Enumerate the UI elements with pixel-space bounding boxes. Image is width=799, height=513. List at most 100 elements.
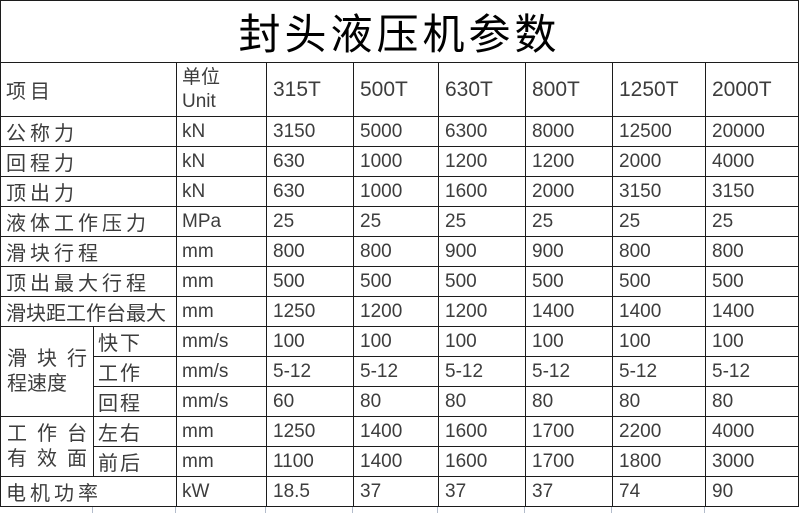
value-cell: 80 xyxy=(438,386,526,417)
value-cell: 1250 xyxy=(266,296,354,327)
unit-cell: mm xyxy=(176,446,267,477)
value-cell: 630 xyxy=(266,146,354,177)
value-cell: 500 xyxy=(353,266,439,297)
unit-cell: kN xyxy=(176,176,267,207)
value-cell: 5-12 xyxy=(525,356,613,387)
value-cell: 37 xyxy=(353,476,439,507)
row-label: 顶出力 xyxy=(0,176,177,207)
value-cell: 500 xyxy=(705,266,799,297)
value-cell: 100 xyxy=(705,326,799,357)
value-cell: 500 xyxy=(266,266,354,297)
value-cell: 100 xyxy=(612,326,706,357)
value-cell: 4000 xyxy=(705,146,799,177)
sub-label: 快下 xyxy=(93,326,177,357)
table-row: 公称力 kN 3150 5000 6300 8000 12500 20000 xyxy=(0,116,799,147)
value-cell: 1400 xyxy=(353,446,439,477)
partial-next-row-strip xyxy=(0,507,799,513)
unit-cell: mm/s xyxy=(176,326,267,357)
value-cell: 1000 xyxy=(353,176,439,207)
group-label-line: 有效面 xyxy=(7,447,87,470)
table-row: 工作 mm/s 5-12 5-12 5-12 5-12 5-12 5-12 xyxy=(1,356,799,387)
unit-cell: mm xyxy=(176,416,267,447)
header-row: 项目 单位 Unit 315T 500T 630T 800T 1250T 200… xyxy=(0,62,799,117)
value-cell: 25 xyxy=(438,206,526,237)
value-cell: 1400 xyxy=(612,296,706,327)
unit-cell: mm/s xyxy=(176,356,267,387)
value-cell: 74 xyxy=(612,476,706,507)
table-row: 电机功率 kW 18.5 37 37 37 74 90 xyxy=(0,476,799,507)
value-cell: 100 xyxy=(438,326,526,357)
table-row: 滑块行 程速度 快下 mm/s 100 100 100 100 100 100 xyxy=(0,326,799,417)
group-label-table-area: 工作台 有效面 xyxy=(0,416,94,477)
value-cell: 5-12 xyxy=(705,356,799,387)
group-label-line: 滑块行 xyxy=(7,347,87,370)
value-cell: 1800 xyxy=(612,446,706,477)
header-model-1250t: 1250T xyxy=(612,62,706,117)
unit-cell: kN xyxy=(176,146,267,177)
value-cell: 25 xyxy=(525,206,613,237)
gridline-tick xyxy=(611,507,612,513)
value-cell: 3150 xyxy=(266,116,354,147)
value-cell: 8000 xyxy=(525,116,613,147)
value-cell: 630 xyxy=(266,176,354,207)
table-row: 顶出力 kN 630 1000 1600 2000 3150 3150 xyxy=(0,176,799,207)
unit-cell: mm xyxy=(176,236,267,267)
table-row: 工作台 有效面 左右 mm 1250 1400 1600 1700 2200 4… xyxy=(0,416,799,477)
value-cell: 37 xyxy=(438,476,526,507)
value-cell: 80 xyxy=(612,386,706,417)
value-cell: 3000 xyxy=(705,446,799,477)
table-row: 回程力 kN 630 1000 1200 1200 2000 4000 xyxy=(0,146,799,177)
sub-label: 回程 xyxy=(93,386,177,417)
value-cell: 1200 xyxy=(353,296,439,327)
value-cell: 100 xyxy=(266,326,354,357)
table-row: 滑块距工作台最大 mm 1250 1200 1200 1400 1400 140… xyxy=(0,296,799,327)
row-label: 公称力 xyxy=(0,116,177,147)
gridline-tick xyxy=(704,507,705,513)
value-cell: 100 xyxy=(525,326,613,357)
value-cell: 5000 xyxy=(353,116,439,147)
group-label-line: 工作台 xyxy=(7,422,87,445)
header-model-2000t: 2000T xyxy=(705,62,799,117)
value-cell: 5-12 xyxy=(353,356,439,387)
value-cell: 5-12 xyxy=(266,356,354,387)
gridline-tick xyxy=(92,507,93,513)
value-cell: 80 xyxy=(353,386,439,417)
header-unit-cn: 单位 xyxy=(182,66,221,88)
value-cell: 2000 xyxy=(612,146,706,177)
value-cell: 1600 xyxy=(438,176,526,207)
header-model-315t: 315T xyxy=(266,62,354,117)
unit-cell: mm xyxy=(176,296,267,327)
row-label: 电机功率 xyxy=(0,476,177,507)
value-cell: 800 xyxy=(353,236,439,267)
row-label: 滑块距工作台最大 xyxy=(0,296,177,327)
header-unit-en: Unit xyxy=(182,90,216,112)
value-cell: 1600 xyxy=(438,416,526,447)
value-cell: 1100 xyxy=(266,446,354,477)
header-item: 项目 xyxy=(0,62,177,117)
value-cell: 25 xyxy=(612,206,706,237)
value-cell: 1400 xyxy=(353,416,439,447)
value-cell: 37 xyxy=(525,476,613,507)
table-title-row: 封头液压机参数 xyxy=(0,0,799,63)
group-label-slide-speed: 滑块行 程速度 xyxy=(0,326,94,417)
value-cell: 12500 xyxy=(612,116,706,147)
value-cell: 1000 xyxy=(353,146,439,177)
table-row: 前后 mm 1100 1400 1600 1700 1800 3000 xyxy=(1,446,799,477)
value-cell: 3150 xyxy=(612,176,706,207)
value-cell: 1700 xyxy=(525,416,613,447)
value-cell: 500 xyxy=(612,266,706,297)
unit-cell: mm xyxy=(176,266,267,297)
value-cell: 3150 xyxy=(705,176,799,207)
header-model-800t: 800T xyxy=(525,62,613,117)
value-cell: 20000 xyxy=(705,116,799,147)
value-cell: 900 xyxy=(525,236,613,267)
header-unit: 单位 Unit xyxy=(176,62,267,117)
value-cell: 1400 xyxy=(525,296,613,327)
row-label: 顶出最大行程 xyxy=(0,266,177,297)
row-label: 液体工作压力 xyxy=(0,206,177,237)
value-cell: 1200 xyxy=(438,296,526,327)
value-cell: 1400 xyxy=(705,296,799,327)
value-cell: 4000 xyxy=(705,416,799,447)
table-row: 回程 mm/s 60 80 80 80 80 80 xyxy=(1,386,799,417)
